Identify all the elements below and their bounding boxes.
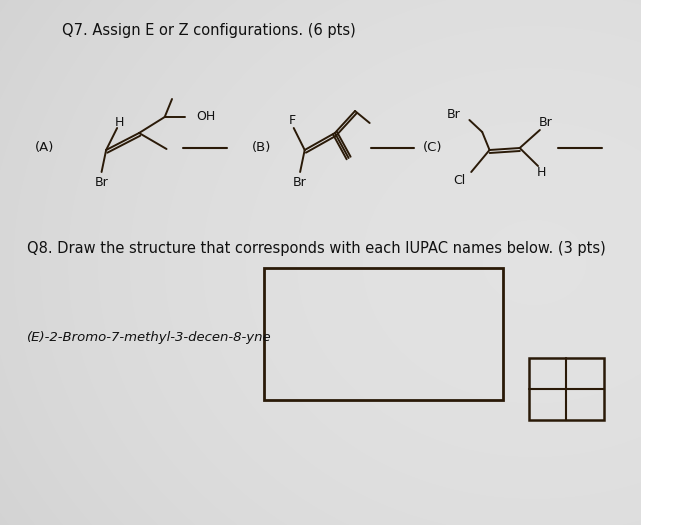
Text: H: H (114, 116, 124, 129)
Text: Br: Br (447, 109, 460, 121)
Text: (E)-2-Bromo-7-methyl-3-decen-8-yne: (E)-2-Bromo-7-methyl-3-decen-8-yne (27, 331, 272, 344)
Text: (C): (C) (423, 142, 442, 154)
Text: H: H (537, 166, 547, 180)
Text: (A): (A) (35, 142, 54, 154)
Text: OH: OH (197, 110, 216, 123)
Text: F: F (288, 114, 295, 128)
Bar (529, 358, 604, 420)
Text: Br: Br (293, 175, 307, 188)
Text: Q8. Draw the structure that corresponds with each IUPAC names below. (3 pts): Q8. Draw the structure that corresponds … (27, 240, 606, 256)
Text: Br: Br (94, 175, 108, 188)
Text: (B): (B) (251, 142, 271, 154)
Bar (263, 268, 503, 400)
Text: Br: Br (538, 117, 552, 130)
Text: Q7. Assign E or Z configurations. (6 pts): Q7. Assign E or Z configurations. (6 pts… (62, 23, 356, 37)
Text: Cl: Cl (454, 173, 466, 186)
